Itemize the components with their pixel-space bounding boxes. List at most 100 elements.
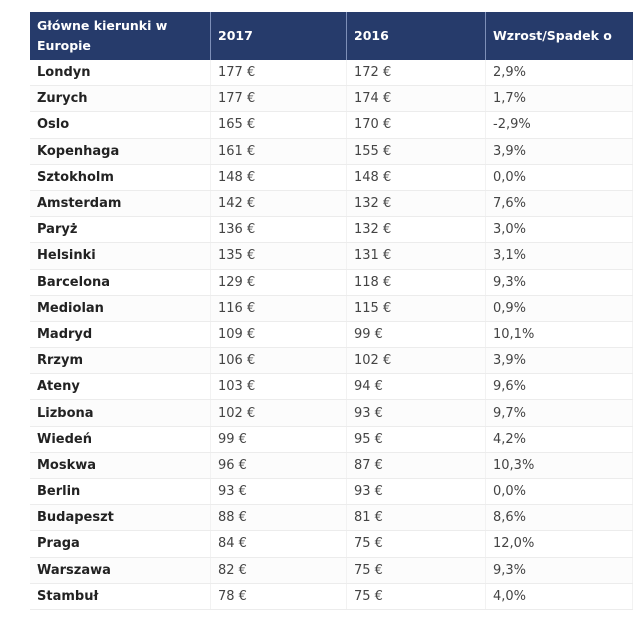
cell-change: 8,6% [485, 504, 633, 532]
cell-price-2017: 136 € [210, 216, 347, 244]
cell-change: 9,3% [485, 269, 633, 296]
header-2017: 2017 [210, 12, 347, 60]
table-row: Rrzym 106 €102 €3,9% [30, 347, 633, 375]
cell-price-2016: 75 € [346, 557, 486, 584]
cell-change: 4,2% [485, 426, 633, 453]
cell-change: 9,3% [485, 557, 633, 584]
cell-city: Wiedeń [30, 426, 211, 453]
cell-city: Barcelona [30, 269, 211, 296]
cell-price-2017: 78 € [210, 583, 347, 610]
cell-price-2017: 135 € [210, 242, 347, 270]
cell-price-2016: 132 € [346, 216, 486, 244]
cell-price-2016: 118 € [346, 269, 486, 296]
cell-price-2016: 155 € [346, 138, 486, 165]
table-row: Lizbona 102 €93 €9,7% [30, 399, 633, 427]
cell-price-2016: 148 € [346, 164, 486, 191]
header-change: Wzrost/Spadek o [485, 12, 633, 60]
cell-city: Sztokholm [30, 164, 211, 191]
table-row: Praga 84 €75 €12,0% [30, 530, 633, 558]
cell-city: Lizbona [30, 399, 211, 427]
cell-price-2017: 93 € [210, 478, 347, 506]
cell-price-2016: 75 € [346, 530, 486, 558]
table-row: Berlin 93 €93 €0,0% [30, 478, 633, 506]
table-row: Zurych 177 €174 €1,7% [30, 85, 633, 113]
cell-city: Madryd [30, 321, 211, 349]
cell-price-2017: 88 € [210, 504, 347, 532]
table-row: Madryd 109 €99 €10,1% [30, 321, 633, 349]
cell-change: 3,9% [485, 138, 633, 165]
cell-price-2016: 93 € [346, 478, 486, 506]
cell-city: Praga [30, 530, 211, 558]
cell-price-2017: 142 € [210, 190, 347, 218]
cell-change: 1,7% [485, 85, 633, 113]
cell-change: 3,1% [485, 242, 633, 270]
cell-price-2017: 116 € [210, 295, 347, 322]
cell-price-2017: 84 € [210, 530, 347, 558]
prices-table: Główne kierunki w Europie 2017 2016 Wzro… [30, 12, 633, 610]
cell-price-2017: 99 € [210, 426, 347, 453]
cell-price-2016: 81 € [346, 504, 486, 532]
table-row: Kopenhaga 161 €155 €3,9% [30, 138, 633, 165]
cell-price-2016: 94 € [346, 373, 486, 401]
cell-change: 10,3% [485, 452, 633, 480]
cell-city: Londyn [30, 60, 211, 87]
cell-price-2016: 75 € [346, 583, 486, 610]
table-row: Stambuł 78 €75 €4,0% [30, 583, 633, 610]
header-destination: Główne kierunki w Europie [30, 12, 211, 60]
cell-price-2017: 109 € [210, 321, 347, 349]
cell-price-2017: 165 € [210, 111, 347, 139]
cell-city: Kopenhaga [30, 138, 211, 165]
table-row: Budapeszt 88 €81 €8,6% [30, 504, 633, 532]
cell-price-2016: 102 € [346, 347, 486, 375]
cell-price-2016: 174 € [346, 85, 486, 113]
cell-change: 9,7% [485, 399, 633, 427]
cell-price-2017: 177 € [210, 85, 347, 113]
cell-change: 3,9% [485, 347, 633, 375]
cell-change: 3,0% [485, 216, 633, 244]
cell-city: Ateny [30, 373, 211, 401]
cell-change: 9,6% [485, 373, 633, 401]
cell-price-2017: 148 € [210, 164, 347, 191]
cell-price-2016: 115 € [346, 295, 486, 322]
cell-change: 0,0% [485, 478, 633, 506]
table-row: Moskwa 96 €87 €10,3% [30, 452, 633, 480]
cell-city: Helsinki [30, 242, 211, 270]
cell-city: Oslo [30, 111, 211, 139]
table-row: Sztokholm 148 €148 €0,0% [30, 164, 633, 191]
cell-city: Warszawa [30, 557, 211, 584]
cell-city: Mediolan [30, 295, 211, 322]
cell-price-2016: 131 € [346, 242, 486, 270]
cell-city: Amsterdam [30, 190, 211, 218]
cell-change: 7,6% [485, 190, 633, 218]
cell-change: 12,0% [485, 530, 633, 558]
table-row: Barcelona 129 €118 €9,3% [30, 269, 633, 296]
cell-price-2017: 82 € [210, 557, 347, 584]
cell-city: Paryż [30, 216, 211, 244]
cell-city: Berlin [30, 478, 211, 506]
cell-change: 0,0% [485, 164, 633, 191]
cell-city: Budapeszt [30, 504, 211, 532]
header-row: Główne kierunki w Europie 2017 2016 Wzro… [30, 12, 633, 60]
table-row: Amsterdam 142 €132 €7,6% [30, 190, 633, 218]
table-row: Londyn 177 €172 €2,9% [30, 60, 633, 87]
cell-price-2017: 161 € [210, 138, 347, 165]
cell-price-2016: 99 € [346, 321, 486, 349]
cell-change: 10,1% [485, 321, 633, 349]
header-2016: 2016 [346, 12, 486, 60]
table-row: Ateny 103 €94 €9,6% [30, 373, 633, 401]
cell-price-2016: 132 € [346, 190, 486, 218]
table-row: Helsinki 135 €131 €3,1% [30, 242, 633, 270]
table-row: Mediolan 116 €115 €0,9% [30, 295, 633, 322]
table-row: Wiedeń 99 €95 €4,2% [30, 426, 633, 453]
cell-price-2017: 177 € [210, 60, 347, 87]
cell-price-2017: 96 € [210, 452, 347, 480]
cell-change: 4,0% [485, 583, 633, 610]
cell-city: Rrzym [30, 347, 211, 375]
table-row: Oslo 165 €170 € -2,9% [30, 111, 633, 139]
cell-price-2016: 172 € [346, 60, 486, 87]
cell-city: Stambuł [30, 583, 211, 610]
cell-price-2016: 93 € [346, 399, 486, 427]
cell-price-2017: 129 € [210, 269, 347, 296]
cell-price-2016: 170 € [346, 111, 486, 139]
cell-price-2017: 102 € [210, 399, 347, 427]
